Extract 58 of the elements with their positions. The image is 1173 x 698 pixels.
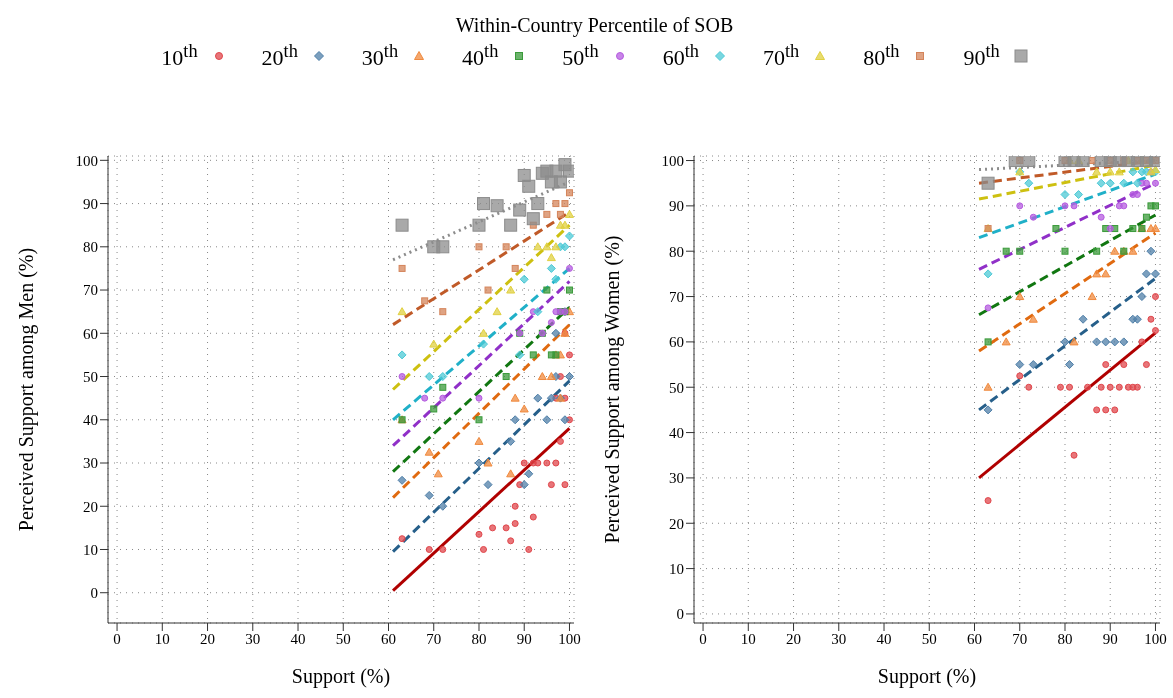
y-tick-label: 100	[75, 152, 98, 169]
y-tick-label: 20	[669, 515, 684, 532]
legend-label: 90$^{th}$	[963, 41, 1000, 72]
y-tick-label: 50	[669, 379, 684, 396]
x-tick-label: 60	[381, 630, 396, 647]
legend-title: Within-Country Percentile of SOB	[454, 13, 735, 37]
y-tick-label: 30	[669, 470, 684, 487]
x-tick-label: 30	[245, 630, 261, 647]
legend-label: 30$^{th}$	[361, 41, 399, 72]
x-tick-label: 0	[699, 630, 707, 647]
y-tick-label: 50	[83, 368, 98, 385]
x-tick-label: 60	[967, 630, 982, 647]
y-tick-label: 60	[669, 334, 684, 351]
y-tick-label: 80	[83, 239, 98, 256]
y-tick-label: 30	[83, 455, 98, 472]
y-axis-title: Perceived Support among Women (%)	[601, 235, 625, 544]
y-tick-label: 70	[669, 288, 684, 305]
x-axis-title: Support (%)	[291, 665, 391, 688]
y-tick-label: 90	[669, 198, 684, 215]
legend-label: 80$^{th}$	[863, 41, 900, 72]
x-tick-label: 90	[516, 630, 532, 647]
x-tick-label: 70	[426, 630, 442, 647]
x-tick-label: 90	[1102, 630, 1118, 647]
y-axis-title: Perceived Support among Men (%)	[15, 247, 39, 532]
x-tick-label: 80	[1057, 630, 1073, 647]
legend-label: 70$^{th}$	[762, 41, 800, 72]
x-tick-label: 100	[1144, 630, 1167, 647]
y-tick-label: 20	[83, 498, 98, 515]
x-tick-label: 50	[921, 630, 937, 647]
y-tick-label: 90	[83, 195, 98, 212]
legend-label: 20$^{th}$	[261, 41, 298, 72]
x-tick-label: 50	[335, 630, 351, 647]
y-tick-label: 100	[661, 152, 684, 169]
x-tick-label: 0	[113, 630, 121, 647]
x-tick-label: 20	[786, 630, 802, 647]
y-tick-label: 0	[676, 606, 684, 623]
y-tick-label: 70	[83, 282, 98, 299]
x-tick-label: 70	[1012, 630, 1028, 647]
x-tick-label: 30	[831, 630, 847, 647]
legend-label: 60$^{th}$	[662, 41, 699, 72]
x-tick-label: 80	[471, 630, 487, 647]
x-tick-label: 10	[740, 630, 756, 647]
x-tick-label: 100	[558, 630, 581, 647]
y-tick-label: 10	[669, 560, 684, 577]
y-tick-label: 10	[83, 541, 98, 558]
legend-label: 40$^{th}$	[462, 41, 499, 72]
y-tick-label: 0	[90, 585, 98, 602]
x-tick-label: 40	[876, 630, 892, 647]
legend-label: 50$^{th}$	[562, 41, 599, 72]
y-tick-label: 40	[669, 424, 684, 441]
legend-label: 10$^{th}$	[161, 41, 198, 72]
x-axis-title: Support (%)	[877, 665, 977, 688]
x-tick-label: 20	[200, 630, 216, 647]
x-tick-label: 40	[290, 630, 306, 647]
y-tick-label: 80	[669, 243, 684, 260]
y-tick-label: 60	[83, 325, 98, 342]
y-tick-label: 40	[83, 412, 98, 429]
x-tick-label: 10	[154, 630, 170, 647]
